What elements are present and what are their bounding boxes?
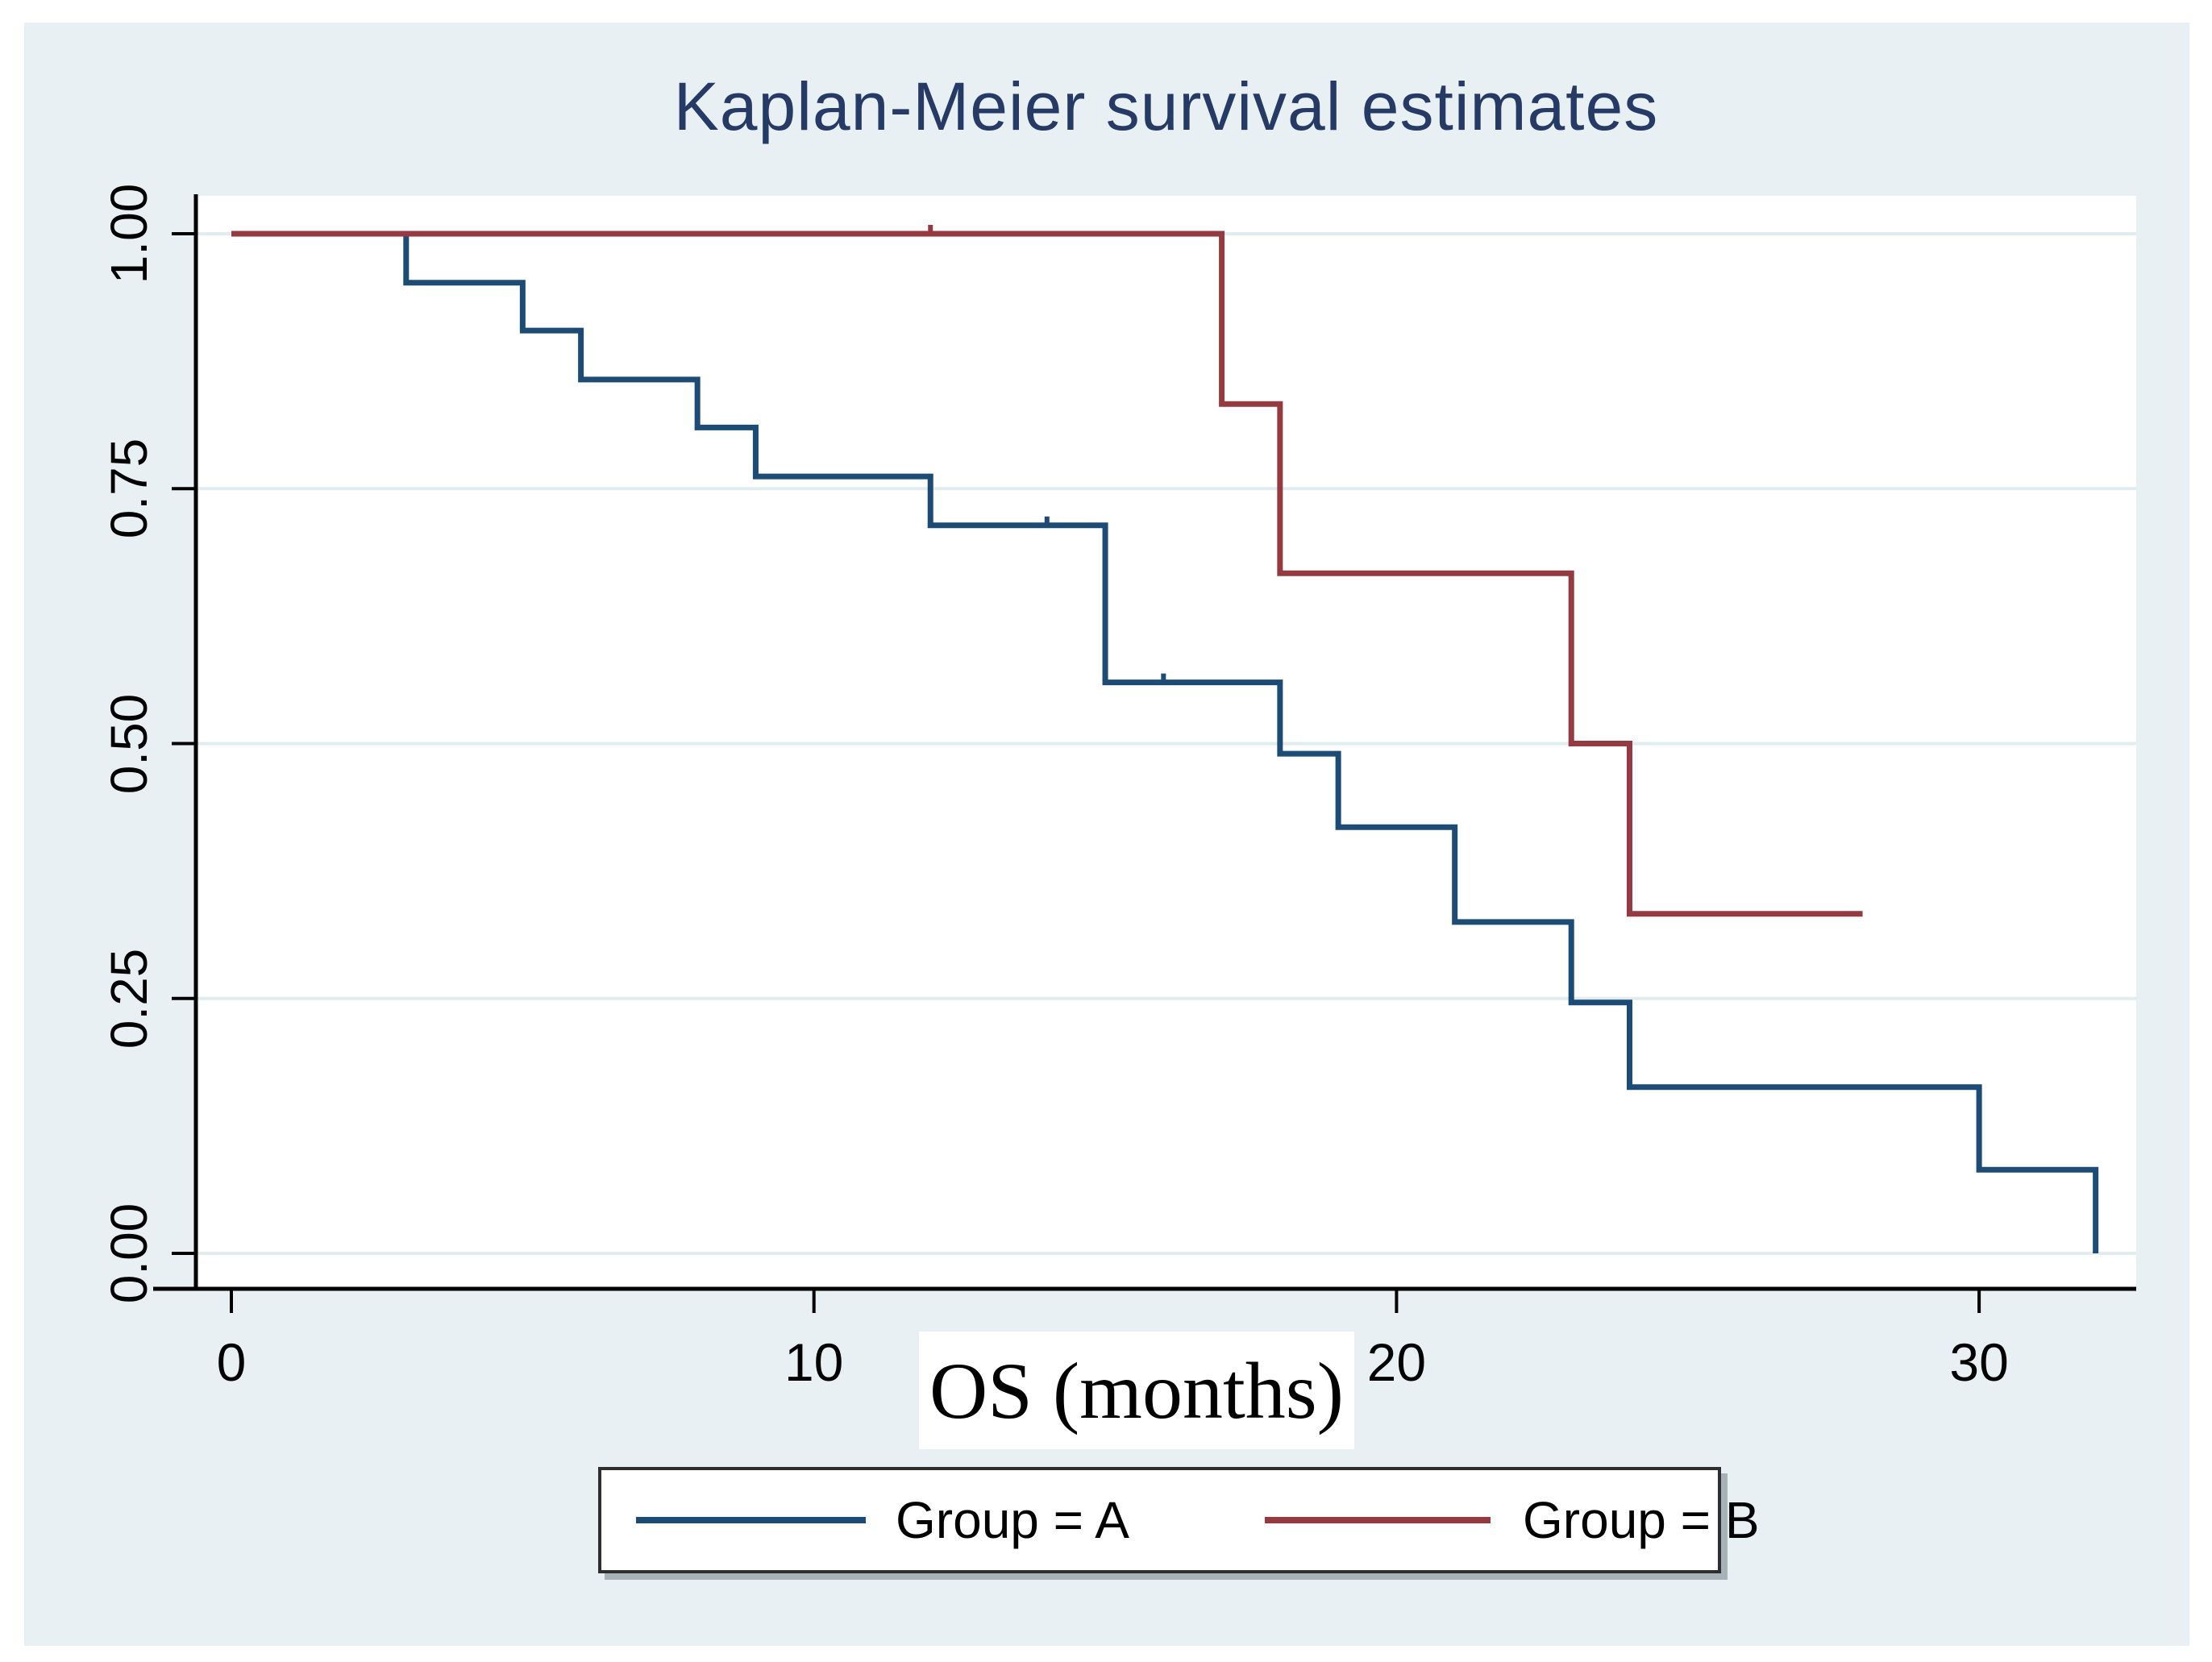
legend-swatch-group-a <box>636 1517 866 1523</box>
km-curve-group-b <box>231 231 1863 917</box>
legend-label-group-b: Group = B <box>1523 1491 1760 1549</box>
km-figure: Kaplan-Meier survival estimates 0.00 0.25… <box>24 23 2189 1646</box>
x-tick-label: 0 <box>216 1332 247 1392</box>
y-tick-label: 0.25 <box>100 948 158 1049</box>
legend: Group = A Group = B <box>598 1467 1760 1573</box>
x-tick-label: 30 <box>1949 1332 2009 1392</box>
x-axis-title: OS (months) <box>929 1345 1344 1436</box>
x-tick-label: 20 <box>1366 1332 1427 1392</box>
y-tick-label: 0.75 <box>100 438 158 539</box>
x-tick-label: 10 <box>784 1332 844 1392</box>
km-curve-group-a <box>231 231 2099 1253</box>
legend-label-group-a: Group = A <box>896 1491 1129 1549</box>
x-axis-title-box: OS (months) <box>919 1332 1354 1449</box>
y-tick-label: 0.50 <box>100 693 158 794</box>
chart-title: Kaplan-Meier survival estimates <box>673 69 1659 144</box>
y-tick-label: 1.00 <box>100 183 158 285</box>
km-plot <box>153 194 2136 1313</box>
legend-swatch-group-b <box>1265 1517 1491 1523</box>
y-tick-label: 0.00 <box>100 1203 158 1304</box>
